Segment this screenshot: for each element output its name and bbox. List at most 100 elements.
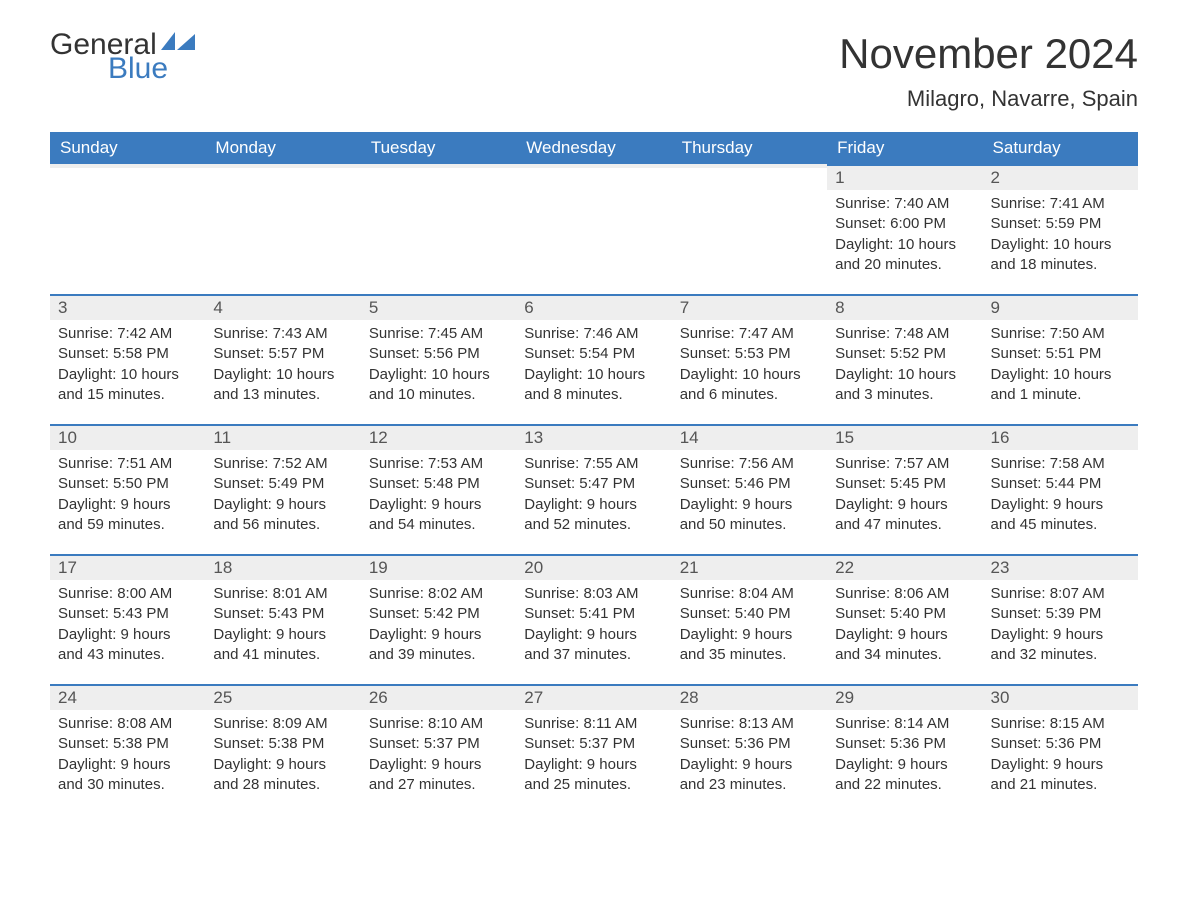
calendar-day: 20Sunrise: 8:03 AMSunset: 5:41 PMDayligh… [516, 554, 671, 684]
calendar-day: 17Sunrise: 8:00 AMSunset: 5:43 PMDayligh… [50, 554, 205, 684]
calendar-day: 3Sunrise: 7:42 AMSunset: 5:58 PMDaylight… [50, 294, 205, 424]
daylight-text: Daylight: 10 hours and 18 minutes. [991, 235, 1130, 276]
day-content: Sunrise: 8:08 AMSunset: 5:38 PMDaylight:… [50, 710, 205, 799]
calendar-day [361, 164, 516, 294]
daylight-text: Daylight: 9 hours and 30 minutes. [58, 755, 197, 796]
sunrise-text: Sunrise: 7:56 AM [680, 454, 819, 474]
calendar-day: 9Sunrise: 7:50 AMSunset: 5:51 PMDaylight… [983, 294, 1138, 424]
day-content: Sunrise: 7:58 AMSunset: 5:44 PMDaylight:… [983, 450, 1138, 539]
calendar-week: 17Sunrise: 8:00 AMSunset: 5:43 PMDayligh… [50, 554, 1138, 684]
day-number: 8 [827, 294, 982, 320]
day-content: Sunrise: 8:13 AMSunset: 5:36 PMDaylight:… [672, 710, 827, 799]
day-number: 28 [672, 684, 827, 710]
sunrise-text: Sunrise: 8:07 AM [991, 584, 1130, 604]
day-number [516, 164, 671, 168]
sunrise-text: Sunrise: 7:53 AM [369, 454, 508, 474]
daylight-text: Daylight: 9 hours and 22 minutes. [835, 755, 974, 796]
sunset-text: Sunset: 5:59 PM [991, 214, 1130, 234]
daylight-text: Daylight: 9 hours and 34 minutes. [835, 625, 974, 666]
day-number: 25 [205, 684, 360, 710]
day-number: 29 [827, 684, 982, 710]
day-number: 24 [50, 684, 205, 710]
day-number: 17 [50, 554, 205, 580]
sunrise-text: Sunrise: 8:09 AM [213, 714, 352, 734]
page-header: General Blue November 2024 Milagro, Nava… [50, 30, 1138, 112]
daylight-text: Daylight: 10 hours and 20 minutes. [835, 235, 974, 276]
day-header: Saturday [983, 132, 1138, 164]
day-content: Sunrise: 7:50 AMSunset: 5:51 PMDaylight:… [983, 320, 1138, 409]
day-number: 22 [827, 554, 982, 580]
sunset-text: Sunset: 5:45 PM [835, 474, 974, 494]
sunrise-text: Sunrise: 8:04 AM [680, 584, 819, 604]
calendar-day: 15Sunrise: 7:57 AMSunset: 5:45 PMDayligh… [827, 424, 982, 554]
day-number: 5 [361, 294, 516, 320]
day-number [205, 164, 360, 168]
calendar-day: 18Sunrise: 8:01 AMSunset: 5:43 PMDayligh… [205, 554, 360, 684]
sunset-text: Sunset: 5:50 PM [58, 474, 197, 494]
day-content: Sunrise: 7:41 AMSunset: 5:59 PMDaylight:… [983, 190, 1138, 279]
sunset-text: Sunset: 5:37 PM [369, 734, 508, 754]
sunrise-text: Sunrise: 7:50 AM [991, 324, 1130, 344]
day-number: 2 [983, 164, 1138, 190]
day-number: 11 [205, 424, 360, 450]
sunset-text: Sunset: 5:49 PM [213, 474, 352, 494]
daylight-text: Daylight: 10 hours and 13 minutes. [213, 365, 352, 406]
logo: General Blue [50, 30, 197, 84]
calendar-day: 19Sunrise: 8:02 AMSunset: 5:42 PMDayligh… [361, 554, 516, 684]
day-content: Sunrise: 7:53 AMSunset: 5:48 PMDaylight:… [361, 450, 516, 539]
daylight-text: Daylight: 9 hours and 32 minutes. [991, 625, 1130, 666]
calendar-day [516, 164, 671, 294]
calendar-day [50, 164, 205, 294]
day-content: Sunrise: 8:10 AMSunset: 5:37 PMDaylight:… [361, 710, 516, 799]
sunset-text: Sunset: 5:41 PM [524, 604, 663, 624]
day-number: 19 [361, 554, 516, 580]
day-number [361, 164, 516, 168]
calendar-day: 23Sunrise: 8:07 AMSunset: 5:39 PMDayligh… [983, 554, 1138, 684]
calendar-day: 24Sunrise: 8:08 AMSunset: 5:38 PMDayligh… [50, 684, 205, 814]
calendar-week: 24Sunrise: 8:08 AMSunset: 5:38 PMDayligh… [50, 684, 1138, 814]
location: Milagro, Navarre, Spain [839, 86, 1138, 112]
month-title: November 2024 [839, 30, 1138, 78]
day-content: Sunrise: 7:43 AMSunset: 5:57 PMDaylight:… [205, 320, 360, 409]
day-content: Sunrise: 7:51 AMSunset: 5:50 PMDaylight:… [50, 450, 205, 539]
sunrise-text: Sunrise: 8:02 AM [369, 584, 508, 604]
calendar-day: 5Sunrise: 7:45 AMSunset: 5:56 PMDaylight… [361, 294, 516, 424]
sunrise-text: Sunrise: 7:48 AM [835, 324, 974, 344]
day-content: Sunrise: 7:48 AMSunset: 5:52 PMDaylight:… [827, 320, 982, 409]
day-number: 15 [827, 424, 982, 450]
sunset-text: Sunset: 5:37 PM [524, 734, 663, 754]
sunset-text: Sunset: 5:54 PM [524, 344, 663, 364]
calendar-day: 8Sunrise: 7:48 AMSunset: 5:52 PMDaylight… [827, 294, 982, 424]
day-header: Friday [827, 132, 982, 164]
sunrise-text: Sunrise: 7:51 AM [58, 454, 197, 474]
sunrise-text: Sunrise: 7:41 AM [991, 194, 1130, 214]
daylight-text: Daylight: 10 hours and 8 minutes. [524, 365, 663, 406]
day-number: 30 [983, 684, 1138, 710]
day-content: Sunrise: 7:46 AMSunset: 5:54 PMDaylight:… [516, 320, 671, 409]
sunset-text: Sunset: 5:47 PM [524, 474, 663, 494]
calendar-day: 21Sunrise: 8:04 AMSunset: 5:40 PMDayligh… [672, 554, 827, 684]
sunset-text: Sunset: 5:36 PM [835, 734, 974, 754]
day-content: Sunrise: 7:57 AMSunset: 5:45 PMDaylight:… [827, 450, 982, 539]
daylight-text: Daylight: 9 hours and 28 minutes. [213, 755, 352, 796]
sunset-text: Sunset: 5:43 PM [213, 604, 352, 624]
calendar-week: 10Sunrise: 7:51 AMSunset: 5:50 PMDayligh… [50, 424, 1138, 554]
day-content: Sunrise: 8:01 AMSunset: 5:43 PMDaylight:… [205, 580, 360, 669]
day-content: Sunrise: 7:42 AMSunset: 5:58 PMDaylight:… [50, 320, 205, 409]
day-content: Sunrise: 7:47 AMSunset: 5:53 PMDaylight:… [672, 320, 827, 409]
sunrise-text: Sunrise: 7:57 AM [835, 454, 974, 474]
day-content: Sunrise: 7:55 AMSunset: 5:47 PMDaylight:… [516, 450, 671, 539]
calendar-day: 13Sunrise: 7:55 AMSunset: 5:47 PMDayligh… [516, 424, 671, 554]
day-content: Sunrise: 8:09 AMSunset: 5:38 PMDaylight:… [205, 710, 360, 799]
day-number: 7 [672, 294, 827, 320]
calendar-day: 30Sunrise: 8:15 AMSunset: 5:36 PMDayligh… [983, 684, 1138, 814]
day-content: Sunrise: 8:02 AMSunset: 5:42 PMDaylight:… [361, 580, 516, 669]
sunset-text: Sunset: 5:44 PM [991, 474, 1130, 494]
sunset-text: Sunset: 5:58 PM [58, 344, 197, 364]
daylight-text: Daylight: 10 hours and 3 minutes. [835, 365, 974, 406]
sunset-text: Sunset: 5:38 PM [58, 734, 197, 754]
sunset-text: Sunset: 5:36 PM [680, 734, 819, 754]
sunrise-text: Sunrise: 7:55 AM [524, 454, 663, 474]
day-content: Sunrise: 8:06 AMSunset: 5:40 PMDaylight:… [827, 580, 982, 669]
day-content: Sunrise: 7:56 AMSunset: 5:46 PMDaylight:… [672, 450, 827, 539]
